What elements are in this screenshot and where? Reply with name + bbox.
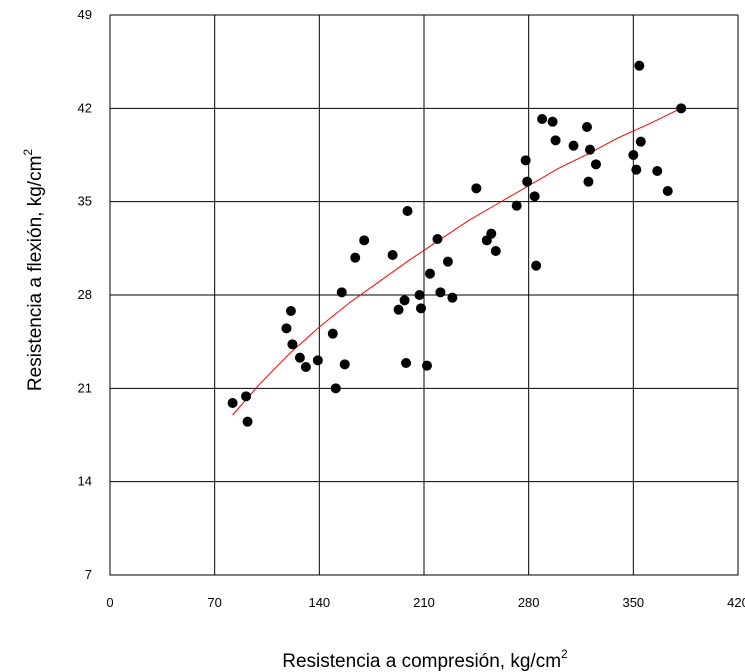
data-point: [300, 362, 311, 372]
data-point: [520, 155, 531, 166]
data-point: [421, 360, 432, 371]
x-tick-label: 70: [207, 595, 221, 610]
data-point: [414, 290, 425, 300]
data-point: [330, 383, 341, 394]
data-point: [387, 250, 398, 260]
data-point: [281, 323, 292, 334]
data-point: [424, 268, 435, 279]
data-point: [547, 116, 558, 127]
data-point: [402, 206, 413, 216]
x-tick-label: 420: [727, 595, 745, 610]
data-point: [531, 260, 542, 271]
x-tick-label: 0: [106, 595, 113, 610]
data-point: [511, 200, 522, 211]
y-tick-label: 42: [78, 100, 92, 115]
data-point: [339, 359, 350, 370]
data-point: [584, 144, 595, 155]
data-point: [676, 103, 687, 114]
data-point: [393, 304, 404, 315]
y-tick-label: 28: [78, 287, 92, 302]
data-point: [537, 114, 548, 124]
data-point: [399, 295, 410, 306]
plot-frame: [109, 14, 739, 576]
x-tick-label: 350: [622, 595, 644, 610]
data-point: [490, 246, 501, 256]
data-point: [287, 339, 298, 350]
data-point: [294, 352, 305, 363]
grid-lines: [110, 15, 738, 575]
data-point: [336, 287, 347, 298]
data-point: [312, 355, 323, 366]
data-point: [634, 60, 645, 71]
y-tick-label: 7: [85, 567, 92, 582]
data-point: [350, 252, 361, 263]
data-points: [227, 60, 687, 427]
data-point: [432, 234, 443, 244]
data-point: [652, 166, 663, 176]
x-tick-label: 280: [518, 595, 540, 610]
data-point: [522, 176, 533, 187]
data-point: [241, 391, 252, 402]
data-point: [442, 256, 453, 267]
data-point: [628, 150, 639, 160]
data-point: [486, 228, 497, 239]
data-point: [631, 164, 642, 175]
data-point: [327, 328, 338, 339]
trend-line: [232, 109, 679, 416]
data-point: [447, 292, 458, 303]
y-tick-label: 35: [78, 194, 92, 209]
data-point: [227, 398, 238, 408]
y-axis-title: Resistencia a flexión, kg/cm2: [21, 149, 46, 392]
data-point: [568, 140, 579, 151]
data-point: [285, 306, 296, 316]
data-point: [581, 122, 592, 132]
data-point: [471, 183, 482, 194]
data-point: [662, 186, 673, 196]
data-point: [550, 135, 561, 146]
data-point: [435, 287, 446, 298]
x-tick-label: 210: [413, 595, 435, 610]
x-tick-label: 140: [308, 595, 330, 610]
data-point: [635, 136, 646, 147]
data-point: [359, 235, 370, 246]
data-point: [242, 416, 253, 427]
data-point: [401, 358, 412, 368]
x-tick-labels: 0 70 140 210 280 350 420: [106, 595, 745, 610]
data-point: [529, 191, 540, 202]
data-point: [590, 159, 601, 170]
y-tick-labels: 7 14 21 28 35 42 49: [78, 7, 92, 582]
data-point: [583, 176, 594, 187]
y-tick-label: 14: [78, 474, 92, 489]
y-tick-label: 49: [78, 7, 92, 22]
x-axis-title: Resistencia a compresión, kg/cm2: [282, 647, 568, 672]
y-tick-label: 21: [78, 380, 92, 395]
data-point: [416, 303, 427, 314]
